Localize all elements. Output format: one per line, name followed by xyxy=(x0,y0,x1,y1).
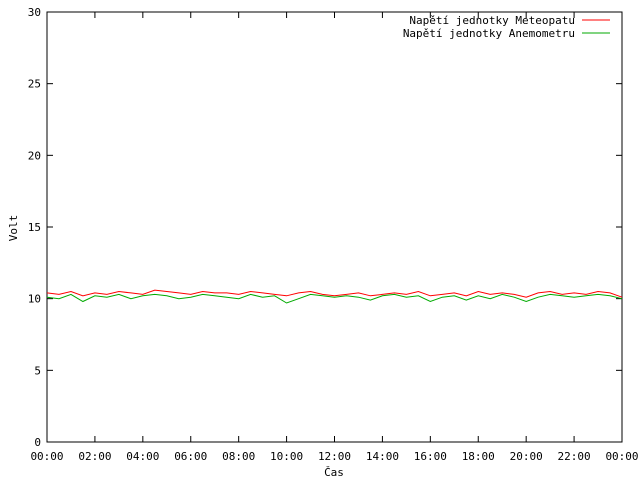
y-tick-label: 20 xyxy=(28,149,41,162)
y-tick-label: 10 xyxy=(28,293,41,306)
x-tick-label: 22:00 xyxy=(558,450,591,463)
legend-label-anemometr: Napětí jednotky Anemometru xyxy=(403,27,575,40)
x-tick-label: 12:00 xyxy=(318,450,351,463)
x-tick-label: 14:00 xyxy=(366,450,399,463)
x-tick-label: 02:00 xyxy=(78,450,111,463)
x-tick-label: 16:00 xyxy=(414,450,447,463)
x-tick-label: 04:00 xyxy=(126,450,159,463)
x-tick-label: 00:00 xyxy=(30,450,63,463)
y-tick-label: 25 xyxy=(28,78,41,91)
x-tick-label: 00:00 xyxy=(605,450,638,463)
x-tick-label: 20:00 xyxy=(510,450,543,463)
x-tick-label: 06:00 xyxy=(174,450,207,463)
x-tick-label: 08:00 xyxy=(222,450,255,463)
axis-ticks: 0 5 10 15 20 25 30 00:00 02:00 04:00 06:00 08:00 10:… xyxy=(28,6,639,463)
x-tick-label: 10:00 xyxy=(270,450,303,463)
plot-frame xyxy=(46,11,623,443)
y-axis-title: Volt xyxy=(7,215,20,242)
x-tick-label: 18:00 xyxy=(462,450,495,463)
x-axis-title: Čas xyxy=(324,466,344,479)
y-tick-label: 5 xyxy=(34,364,41,377)
series-lines xyxy=(46,289,623,304)
y-tick-label: 0 xyxy=(34,436,41,449)
y-tick-label: 30 xyxy=(28,6,41,19)
series-line-2 xyxy=(46,293,623,304)
y-tick-label: 15 xyxy=(28,221,41,234)
series-line-1 xyxy=(46,289,623,298)
legend-label-meteopat: Napětí jednotky Meteopatu xyxy=(409,14,575,27)
legend: Napětí jednotky Meteopatu Napětí jednotk… xyxy=(403,14,610,40)
